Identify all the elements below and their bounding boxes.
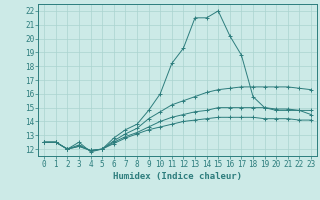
X-axis label: Humidex (Indice chaleur): Humidex (Indice chaleur) [113, 172, 242, 181]
